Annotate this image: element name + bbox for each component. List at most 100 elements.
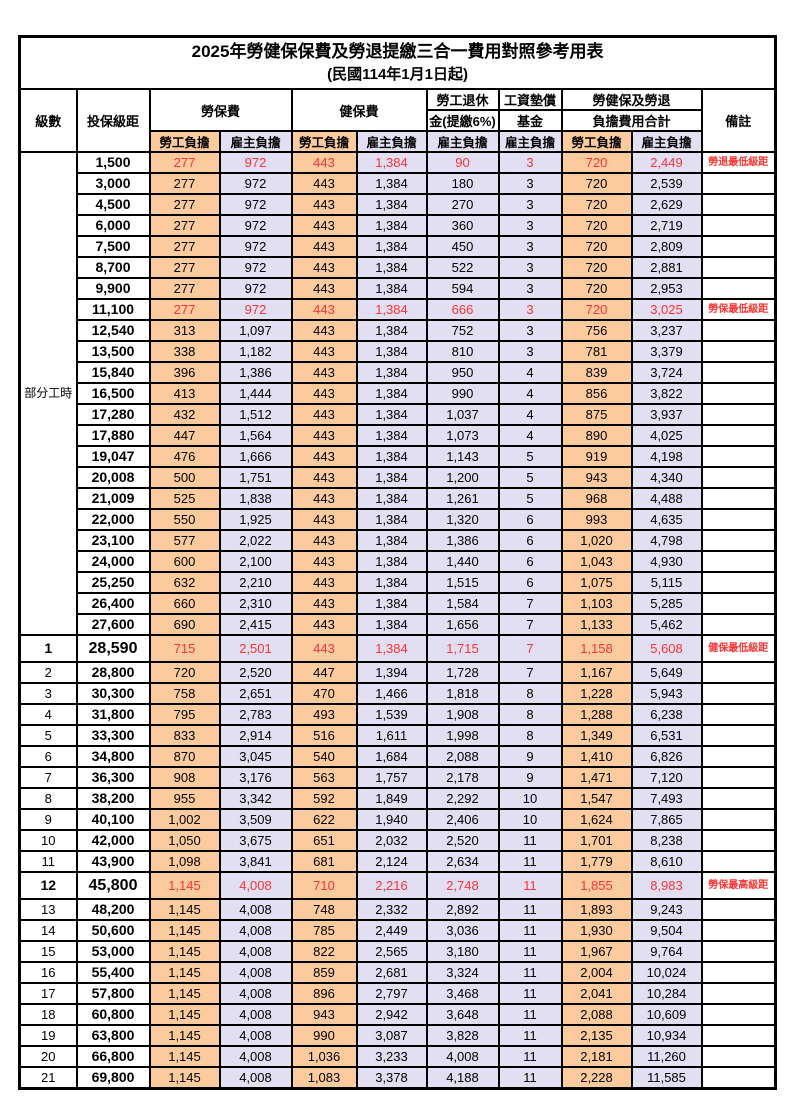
value-cell: 4,798 — [630, 529, 703, 552]
value-cell: 443 — [290, 487, 358, 510]
remark-cell — [700, 661, 777, 684]
remark-cell: 勞保最高級距 — [700, 871, 777, 900]
value-cell: 3 — [497, 340, 563, 363]
value-cell: 4,008 — [218, 898, 293, 921]
value-cell: 2,634 — [425, 850, 500, 873]
value-cell: 1,384 — [355, 151, 428, 174]
bracket-cell: 63,800 — [75, 1024, 151, 1047]
value-cell: 3,324 — [425, 961, 500, 984]
table-row: 21 69,800 1,145 4,008 1,083 3,378 4,188 11 2,228… — [18, 1066, 777, 1090]
value-cell: 1,002 — [148, 808, 221, 831]
remark-cell — [700, 382, 777, 405]
col-header-level: 級數 — [18, 88, 78, 153]
table-row: 11,100 277 972 443 1,384 666 3 720 3,025 勞保最低級距 — [20, 298, 777, 321]
value-cell: 2,783 — [218, 703, 293, 726]
value-cell: 1,751 — [218, 466, 293, 489]
value-cell: 7 — [497, 661, 563, 684]
value-cell: 9,243 — [630, 898, 703, 921]
remark-cell — [700, 829, 777, 852]
value-cell: 277 — [148, 298, 221, 321]
bracket-cell: 21,009 — [75, 487, 151, 510]
value-cell: 277 — [148, 235, 221, 258]
table-row: 20 66,800 1,145 4,008 1,036 3,233 4,008 11 2,181… — [18, 1045, 777, 1068]
value-cell: 5,462 — [630, 613, 703, 636]
value-cell: 1,656 — [425, 613, 500, 636]
bracket-cell: 4,500 — [75, 193, 151, 216]
remark-cell — [700, 466, 777, 489]
bracket-cell: 42,000 — [75, 829, 151, 852]
table-row: 3 30,300 758 2,651 470 1,466 1,818 8 1,228 5,943 — [18, 682, 777, 705]
value-cell: 1,083 — [290, 1066, 358, 1090]
table-row: 12 45,800 1,145 4,008 710 2,216 2,748 11 1,855 8,… — [18, 871, 777, 900]
value-cell: 600 — [148, 550, 221, 573]
bracket-cell: 45,800 — [75, 871, 151, 900]
bracket-cell: 17,280 — [75, 403, 151, 426]
remark-cell — [700, 214, 777, 237]
value-cell: 896 — [290, 982, 358, 1005]
subheader-row: 勞工負擔 雇主負擔 勞工負擔 雇主負擔 雇主負擔 雇主負擔 勞工負擔 雇主負擔 — [20, 130, 776, 153]
value-cell: 1,384 — [355, 277, 428, 300]
value-cell: 2,520 — [425, 829, 500, 852]
value-cell: 2,135 — [560, 1024, 633, 1047]
value-cell: 1,261 — [425, 487, 500, 510]
value-cell: 413 — [148, 382, 221, 405]
remark-cell — [700, 961, 777, 984]
value-cell: 4,488 — [630, 487, 703, 510]
value-cell: 715 — [148, 634, 221, 663]
value-cell: 443 — [290, 571, 358, 594]
value-cell: 7,120 — [630, 766, 703, 789]
remark-cell — [700, 682, 777, 705]
value-cell: 10 — [497, 787, 563, 810]
value-cell: 781 — [560, 340, 633, 363]
value-cell: 2,406 — [425, 808, 500, 831]
value-cell: 955 — [148, 787, 221, 810]
bracket-cell: 19,047 — [75, 445, 151, 468]
value-cell: 4,008 — [218, 961, 293, 984]
value-cell: 540 — [290, 745, 358, 768]
subheader-total-employer: 雇主負擔 — [630, 130, 703, 153]
value-cell: 990 — [425, 382, 500, 405]
table-row: 1 28,590 715 2,501 443 1,384 1,715 7 1,158 5,608 健… — [18, 634, 777, 663]
value-cell: 3 — [497, 172, 563, 195]
value-cell: 470 — [290, 682, 358, 705]
table-row: 13,500 338 1,182 443 1,384 810 3 781 3,379 — [20, 340, 777, 363]
bracket-cell: 50,600 — [75, 919, 151, 942]
value-cell: 2,719 — [630, 214, 703, 237]
value-cell: 1,444 — [218, 382, 293, 405]
value-cell: 1,182 — [218, 340, 293, 363]
value-cell: 5 — [497, 445, 563, 468]
value-cell: 443 — [290, 592, 358, 615]
col-header-wage-fund-line1: 工資墊償 — [497, 88, 563, 111]
table-row: 4 31,800 795 2,783 493 1,539 1,908 8 1,288 6,238 — [18, 703, 777, 726]
value-cell: 4,930 — [630, 550, 703, 573]
table-row: 22,000 550 1,925 443 1,384 1,320 6 993 4,635 — [20, 508, 777, 531]
value-cell: 2,292 — [425, 787, 500, 810]
value-cell: 2,797 — [355, 982, 428, 1005]
value-cell: 720 — [560, 298, 633, 321]
table-row: 3,000 277 972 443 1,384 180 3 720 2,539 — [20, 172, 777, 195]
remark-cell — [700, 277, 777, 300]
value-cell: 10 — [497, 808, 563, 831]
value-cell: 785 — [290, 919, 358, 942]
value-cell: 2,953 — [630, 277, 703, 300]
value-cell: 1,103 — [560, 592, 633, 615]
remark-cell — [700, 571, 777, 594]
value-cell: 11 — [497, 871, 563, 900]
value-cell: 2,088 — [425, 745, 500, 768]
value-cell: 795 — [148, 703, 221, 726]
value-cell: 450 — [425, 235, 500, 258]
bracket-cell: 55,400 — [75, 961, 151, 984]
value-cell: 651 — [290, 829, 358, 852]
value-cell: 3 — [497, 277, 563, 300]
value-cell: 1,384 — [355, 592, 428, 615]
table-row: 9 40,100 1,002 3,509 622 1,940 2,406 10 1,624 7,8… — [18, 808, 777, 831]
level-cell: 21 — [18, 1066, 78, 1090]
value-cell: 972 — [218, 172, 293, 195]
value-cell: 11 — [497, 961, 563, 984]
value-cell: 11,260 — [630, 1045, 703, 1068]
remark-cell: 健保最低級距 — [700, 634, 777, 663]
value-cell: 839 — [560, 361, 633, 384]
table-row: 11 43,900 1,098 3,841 681 2,124 2,634 11 1,779 8,… — [18, 850, 777, 873]
col-header-bracket: 投保級距 — [75, 88, 151, 153]
value-cell: 972 — [218, 298, 293, 321]
